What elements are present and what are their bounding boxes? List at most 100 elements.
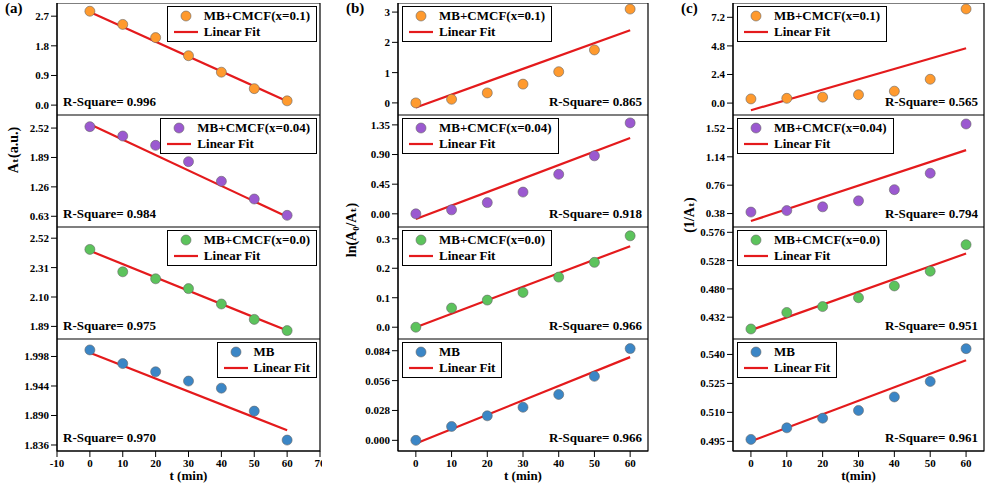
html-text:MB+CMCF(x=0.0): MB+CMCF(x=0.0): [439, 232, 546, 247]
svg-text:2.10: 2.10: [30, 291, 50, 303]
svg-text:1.89: 1.89: [30, 320, 50, 332]
svg-text:2.52: 2.52: [30, 122, 50, 134]
html-text:Linear Fit: Linear Fit: [203, 248, 261, 263]
svg-text:0.0: 0.0: [376, 321, 390, 333]
html-text:R-Square= 0.996: R-Square= 0.996: [63, 94, 157, 109]
svg-text:4.8: 4.8: [711, 40, 725, 52]
svg-text:10: 10: [781, 457, 793, 469]
svg-text:1.89: 1.89: [30, 151, 50, 163]
svg-text:0.38: 0.38: [706, 207, 726, 219]
svg-text:0.63: 0.63: [30, 210, 50, 222]
html-text:R-Square= 0.966: R-Square= 0.966: [548, 318, 642, 333]
svg-text:2: 2: [385, 36, 391, 48]
svg-text:70: 70: [315, 457, 323, 469]
svg-text:10: 10: [446, 457, 458, 469]
html-text:R-Square= 0.970: R-Square= 0.970: [63, 430, 157, 445]
html-text:(b): (b): [346, 0, 365, 16]
svg-text:0.1: 0.1: [376, 292, 390, 304]
svg-text:2.31: 2.31: [30, 262, 49, 274]
svg-text:1.14: 1.14: [706, 151, 726, 163]
svg-text:1.8: 1.8: [35, 40, 49, 52]
svg-text:0.510: 0.510: [700, 406, 725, 418]
html-text:Linear Fit: Linear Fit: [253, 360, 310, 375]
html-text:Linear Fit: Linear Fit: [439, 136, 496, 151]
svg-text:2.7: 2.7: [35, 10, 49, 22]
svg-text:50: 50: [589, 457, 601, 469]
svg-text:30: 30: [518, 457, 530, 469]
svg-text:0: 0: [748, 457, 754, 469]
svg-text:20: 20: [150, 457, 162, 469]
svg-text:0.9: 0.9: [35, 69, 49, 81]
svg-text:40: 40: [216, 457, 228, 469]
svg-text:60: 60: [625, 457, 637, 469]
html-text:(c): (c): [681, 0, 698, 16]
html-text:R-Square= 0.918: R-Square= 0.918: [548, 206, 642, 221]
svg-text:0: 0: [413, 457, 419, 469]
svg-text:0.525: 0.525: [700, 377, 725, 389]
html-text:MB+CMCF(x=0.1): MB+CMCF(x=0.1): [203, 8, 310, 23]
svg-text:0.45: 0.45: [371, 178, 391, 190]
svg-text:40: 40: [889, 457, 901, 469]
svg-text:0.0: 0.0: [711, 97, 725, 109]
svg-text:20: 20: [482, 457, 494, 469]
svg-text:0.76: 0.76: [706, 179, 726, 191]
svg-text:1.890: 1.890: [24, 409, 49, 421]
html-text:MB: MB: [253, 344, 275, 359]
svg-text:0.480: 0.480: [700, 283, 725, 295]
svg-text:0.000: 0.000: [365, 434, 390, 446]
svg-text:1.836: 1.836: [24, 439, 49, 451]
html-text:Aₜ(a.u.): Aₜ(a.u.): [6, 126, 21, 174]
svg-text:0.0: 0.0: [35, 99, 49, 111]
html-text:MB: MB: [439, 344, 460, 359]
svg-text:50: 50: [925, 457, 937, 469]
svg-text:0: 0: [385, 97, 391, 109]
svg-text:0.495: 0.495: [700, 435, 725, 447]
html-text:Linear Fit: Linear Fit: [439, 24, 496, 39]
html-text:MB+CMCF(x=0.0): MB+CMCF(x=0.0): [203, 232, 310, 247]
svg-text:0.3: 0.3: [376, 233, 390, 245]
svg-text:1.52: 1.52: [706, 122, 726, 134]
html-text:MB+CMCF(x=0.1): MB+CMCF(x=0.1): [439, 8, 546, 23]
svg-text:30: 30: [853, 457, 865, 469]
svg-text:1.944: 1.944: [24, 380, 49, 392]
svg-text:0.528: 0.528: [700, 255, 725, 267]
svg-text:-10: -10: [50, 457, 65, 469]
svg-text:2.52: 2.52: [30, 232, 50, 244]
svg-text:30: 30: [183, 457, 195, 469]
svg-text:2.4: 2.4: [711, 68, 725, 80]
svg-text:0: 0: [87, 457, 93, 469]
html-text:R-Square= 0.975: R-Square= 0.975: [63, 318, 157, 333]
svg-text:0.432: 0.432: [700, 311, 725, 323]
svg-text:0.056: 0.056: [365, 375, 390, 387]
svg-text:0.540: 0.540: [700, 348, 725, 360]
svg-text:0.576: 0.576: [700, 227, 725, 238]
svg-text:1.35: 1.35: [371, 119, 391, 131]
svg-text:0.90: 0.90: [371, 148, 391, 160]
svg-text:1: 1: [385, 67, 391, 79]
html-text:Linear Fit: Linear Fit: [439, 248, 496, 263]
html-text:Linear Fit: Linear Fit: [439, 360, 496, 375]
svg-text:20: 20: [817, 457, 829, 469]
svg-text:3: 3: [385, 6, 391, 18]
html-text:Linear Fit: Linear Fit: [197, 136, 254, 151]
html-text:R-Square= 0.984: R-Square= 0.984: [63, 206, 157, 221]
html-text:MB+CMCF(x=0.04): MB+CMCF(x=0.04): [439, 120, 552, 135]
svg-text:0.00: 0.00: [371, 208, 391, 220]
svg-text:60: 60: [961, 457, 973, 469]
html-text:(a): (a): [5, 0, 23, 16]
html-text:Linear Fit: Linear Fit: [203, 24, 261, 39]
svg-text:40: 40: [553, 457, 565, 469]
svg-text:0.084: 0.084: [365, 345, 390, 357]
svg-text:1.26: 1.26: [30, 181, 50, 193]
html-text:MB+CMCF(x=0.04): MB+CMCF(x=0.04): [197, 120, 310, 135]
svg-text:10: 10: [117, 457, 129, 469]
svg-text:0.028: 0.028: [365, 404, 390, 416]
html-text:t (min): t (min): [169, 468, 208, 483]
svg-text:1.998: 1.998: [24, 350, 49, 362]
svg-text:7.2: 7.2: [711, 11, 725, 23]
svg-text:50: 50: [249, 457, 261, 469]
svg-text:60: 60: [282, 457, 294, 469]
html-text:ln(A₀/Aₜ): ln(A₀/Aₜ): [344, 202, 359, 258]
html-text:R-Square= 0.865: R-Square= 0.865: [548, 94, 642, 109]
svg-text:0.2: 0.2: [376, 262, 390, 274]
